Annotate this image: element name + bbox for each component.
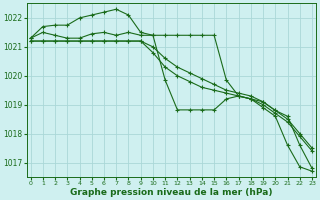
- X-axis label: Graphe pression niveau de la mer (hPa): Graphe pression niveau de la mer (hPa): [70, 188, 273, 197]
